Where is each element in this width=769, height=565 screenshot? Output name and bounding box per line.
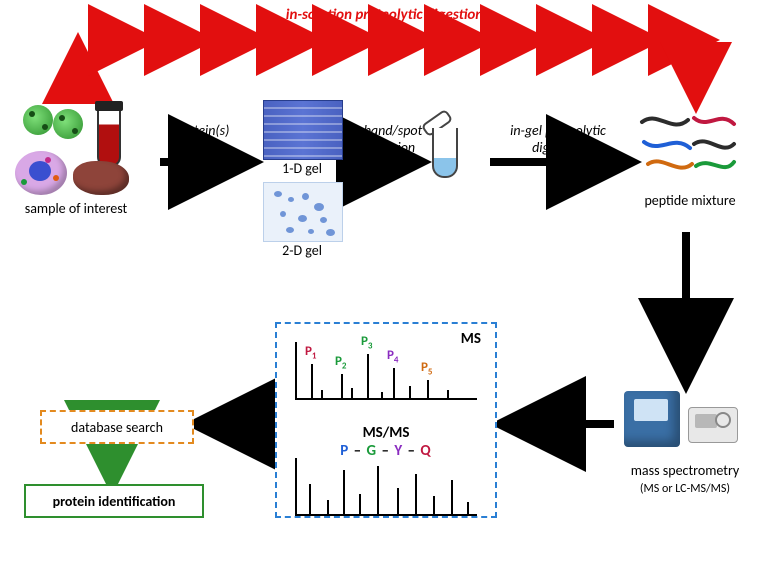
msms-title: MS/MS [277, 424, 495, 442]
protein-id-box: protein identification [24, 484, 204, 518]
tissue-icon [73, 161, 129, 195]
peptide-mixture-icon [638, 110, 738, 180]
db-search-label: database search [71, 419, 163, 436]
microtube-icon [420, 112, 470, 186]
virus-icon-2 [53, 109, 83, 139]
proteins-isolation-label: protein(s) isolation [152, 122, 252, 156]
gel-1d-label: 1-D gel [263, 160, 341, 177]
gel-2d [263, 182, 343, 242]
protein-id-label: protein identification [53, 493, 176, 510]
ms-instrument-sub: (MS or LC-MS/MS) [640, 482, 730, 496]
ms-instrument-title: mass spectrometry [631, 462, 740, 479]
sample-cluster [15, 105, 135, 195]
in-gel-label: in-gel proteolytic digestion [488, 122, 628, 156]
ms-spectrum: P1P2P3P4P5 [295, 342, 477, 400]
blood-tube-icon [97, 105, 121, 167]
gel-2d-label: 2-D gel [263, 242, 341, 259]
ms-instrument-label: mass spectrometry (MS or LC-MS/MS) [610, 462, 760, 496]
ms-instrument-icon [624, 385, 744, 457]
peptide-mixture-label: peptide mixture [620, 192, 760, 209]
msms-spectrum [295, 458, 477, 516]
sample-label: sample of interest [6, 200, 146, 217]
db-search-box: database search [40, 410, 194, 444]
ms-panel: MS P1P2P3P4P5 MS/MS P – G – Y – Q [275, 322, 497, 518]
virus-icon-1 [23, 105, 53, 135]
gel-1d [263, 100, 343, 160]
cell-icon [15, 151, 67, 195]
